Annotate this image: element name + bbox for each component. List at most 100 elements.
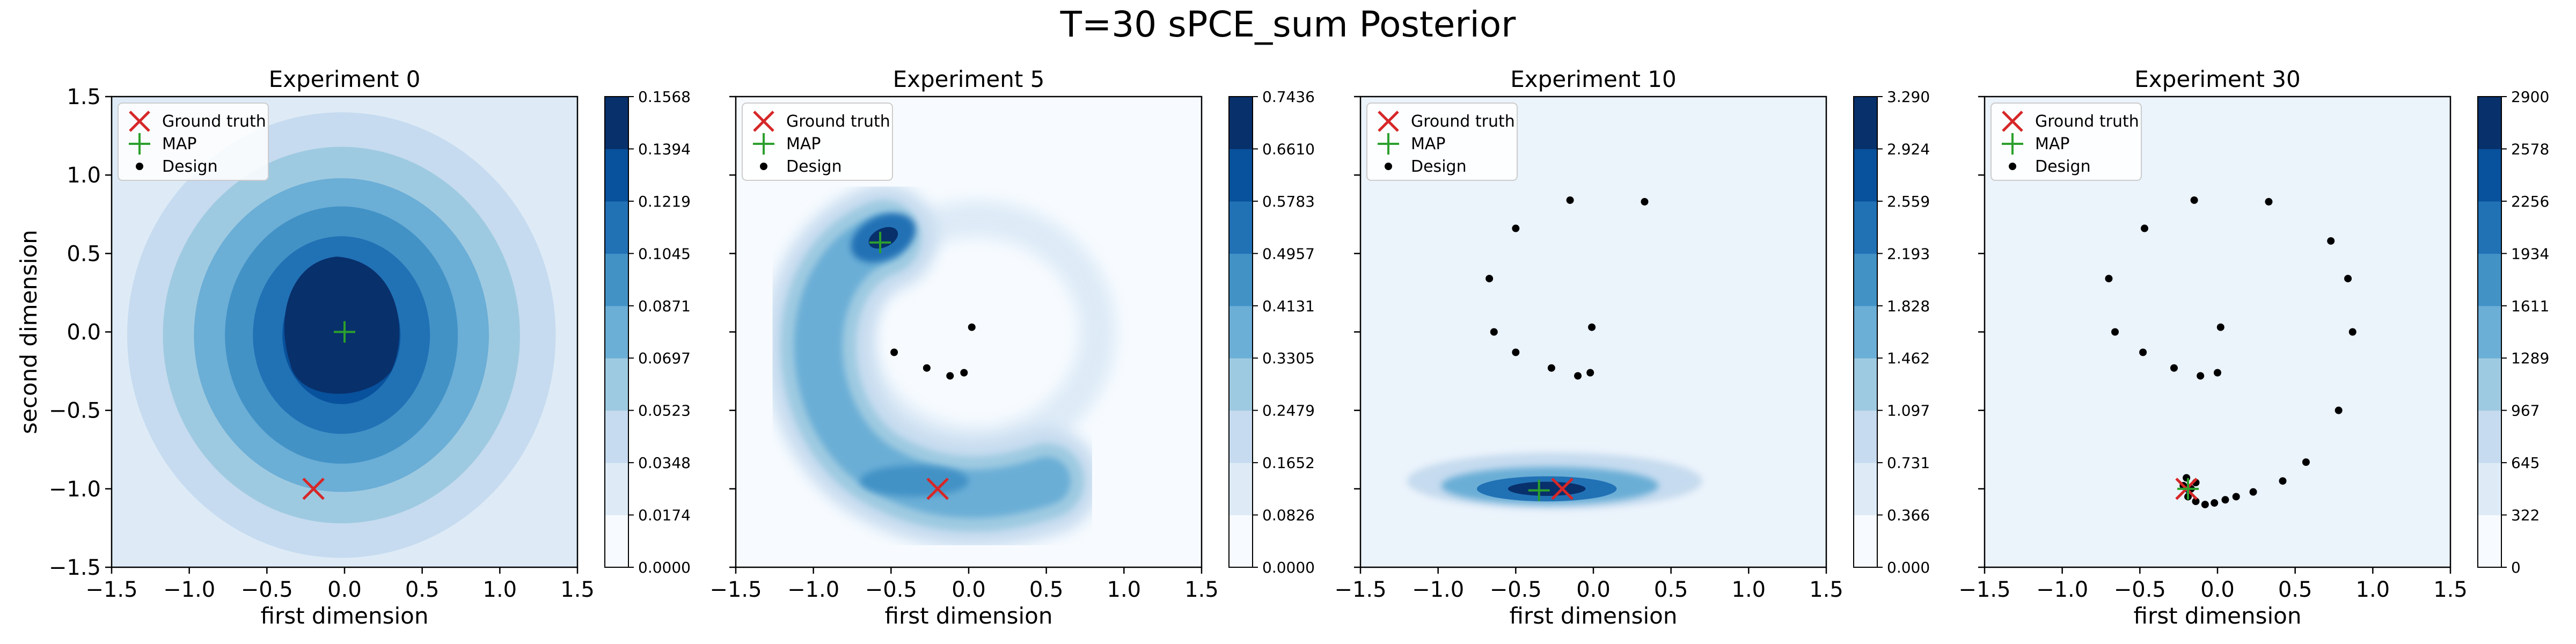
x-tick-label: 0.0 — [952, 577, 986, 602]
design-point — [1641, 197, 1649, 206]
design-point — [946, 372, 954, 380]
colorbar-segment — [605, 253, 628, 306]
legend-label: Design — [162, 157, 218, 176]
colorbar: 0.000 0.366 0.731 1.097 1.462 1.828 2.193 2.559… — [1853, 88, 1930, 576]
design-point — [2265, 197, 2273, 206]
design-point — [1586, 369, 1594, 377]
colorbar-tick-label: 0.2479 — [1262, 402, 1315, 420]
colorbar-segment — [1854, 97, 1877, 149]
contour-level-peak — [284, 257, 400, 394]
x-tick-label: −1.5 — [709, 577, 762, 602]
x-tick-label: 0.5 — [1029, 577, 1064, 602]
colorbar-segment — [1229, 305, 1253, 358]
colorbar-segment — [1229, 358, 1253, 411]
design-point — [2249, 488, 2257, 496]
colorbar-segment — [1854, 358, 1877, 411]
ground-truth-marker — [1551, 478, 1574, 500]
colorbar-segment — [1229, 410, 1253, 463]
legend-map-icon — [753, 133, 774, 155]
legend-box — [742, 103, 893, 181]
colorbar-tick-label: 2.559 — [1887, 193, 1930, 210]
legend: Ground truth MAP Design — [742, 103, 893, 181]
design-point — [1485, 275, 1494, 283]
colorbar-segment — [2478, 149, 2501, 202]
colorbar-frame — [1228, 96, 1253, 568]
y-tick-label: 1.5 — [67, 85, 101, 109]
colorbar-tick-label: 967 — [2511, 402, 2540, 420]
contour-peak — [1507, 481, 1586, 496]
colorbar-tick-label: 0.0826 — [1262, 507, 1315, 524]
ground-truth-marker — [302, 478, 325, 500]
design-point — [2190, 196, 2198, 204]
colorbar-tick-label: 1.097 — [1887, 402, 1930, 420]
subplot-experiment-30: −1.5 −1.0 −0.5 0.0 0.5 1.0 1.5 Experiment 30 fir… — [1958, 66, 2549, 629]
legend-map-icon — [1378, 133, 1399, 155]
subplot-experiment-10: −1.5 −1.0 −0.5 0.0 0.5 1.0 1.5 Experiment 10 fir… — [1334, 66, 1930, 629]
colorbar: 0.0000 0.0826 0.1652 0.2479 0.3305 0.4131 0.49… — [1228, 88, 1315, 576]
map-marker — [2177, 478, 2199, 500]
x-tick-label: −1.5 — [85, 577, 137, 602]
design-point — [2201, 501, 2209, 509]
colorbar-tick-label: 645 — [2511, 454, 2540, 472]
colorbar-segment — [605, 358, 628, 411]
x-tick-label: 0.0 — [2200, 577, 2235, 602]
design-point — [2214, 369, 2221, 377]
design-point — [2344, 275, 2352, 283]
colorbar-tick-label: 1289 — [2511, 349, 2549, 367]
colorbar-segment — [605, 305, 628, 358]
colorbar-segment — [1854, 201, 1877, 254]
colorbar-tick-label: 2256 — [2511, 193, 2549, 210]
x-tick-label: 1.5 — [2433, 577, 2468, 602]
x-tick-label: −1.0 — [163, 577, 215, 602]
y-axis-label: second dimension — [16, 230, 42, 434]
legend-label: Ground truth — [162, 112, 266, 131]
x-tick-label: −1.5 — [1958, 577, 2010, 602]
colorbar-segment — [2478, 358, 2501, 411]
colorbar-segment — [1854, 515, 1877, 568]
x-tick-label: 1.0 — [2356, 577, 2390, 602]
colorbar-tick-label: 1611 — [2511, 297, 2549, 315]
legend-ground-truth-icon — [129, 111, 150, 132]
design-point — [890, 348, 898, 356]
colorbar-tick-label: 0.4957 — [1262, 245, 1315, 262]
subplot-title: Experiment 30 — [2134, 66, 2300, 92]
colorbar-segment — [1229, 149, 1253, 202]
colorbar-segment — [2478, 463, 2501, 516]
design-point — [2348, 328, 2357, 336]
y-tick-label: 0.0 — [67, 320, 101, 345]
x-tick-label: 0.5 — [405, 577, 440, 602]
colorbar-segment — [2478, 305, 2501, 358]
x-tick-label: 1.5 — [1809, 577, 1843, 602]
colorbar-tick-label: 2.193 — [1887, 245, 1930, 262]
design-point — [2216, 323, 2224, 331]
design-point — [923, 364, 931, 372]
design-point — [2192, 497, 2200, 506]
design-point — [1588, 323, 1596, 331]
colorbar-segment — [605, 97, 628, 149]
colorbar-segment — [2478, 253, 2501, 306]
legend: Ground truth MAP Design — [118, 103, 269, 181]
colorbar-tick-label: 0.0523 — [638, 402, 691, 420]
colorbar-tick-label: 0.4131 — [1262, 297, 1315, 315]
x-tick-label: −0.5 — [241, 577, 293, 602]
y-tick-label: 0.5 — [67, 241, 101, 266]
colorbar-segment — [1229, 463, 1253, 516]
x-tick-label: 0.5 — [1654, 577, 1688, 602]
colorbar-tick-label: 0.0697 — [638, 349, 691, 367]
colorbar-tick-label: 0.1652 — [1262, 454, 1315, 472]
y-tick-label: −1.5 — [49, 555, 101, 580]
colorbar-tick-label: 2578 — [2511, 140, 2549, 158]
colorbar: 0 322 645 967 1289 1611 1934 2256 2578 2900 — [2477, 88, 2549, 576]
x-axis-label: first dimension — [885, 603, 1053, 629]
colorbar-segment — [2478, 515, 2501, 568]
colorbar-segment — [2478, 97, 2501, 149]
colorbar-tick-label: 2900 — [2511, 88, 2549, 106]
y-tick-label: 1.0 — [67, 163, 101, 188]
legend-label: MAP — [162, 135, 197, 153]
design-point — [1490, 328, 1498, 336]
design-point — [2183, 474, 2191, 482]
colorbar-segment — [605, 515, 628, 568]
colorbar-segment — [1229, 97, 1253, 149]
x-tick-label: −1.0 — [2036, 577, 2088, 602]
legend-label: MAP — [2035, 135, 2070, 153]
